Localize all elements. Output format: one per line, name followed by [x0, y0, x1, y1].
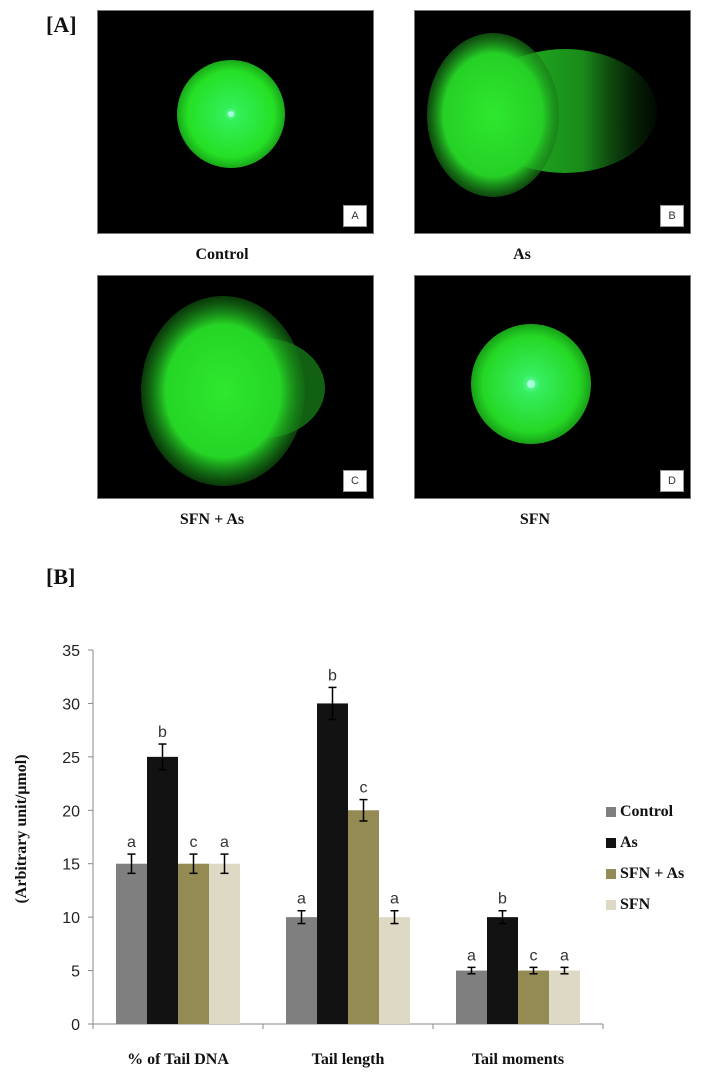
x-category-label: Tail moments: [472, 1051, 564, 1068]
bars: a a a b b b c c c a a a: [116, 667, 580, 1024]
caption-as: As: [513, 246, 531, 263]
x-category-label: % of Tail DNA: [127, 1051, 229, 1068]
legend-label-sfn-as: SFN + As: [620, 864, 685, 882]
bar-sfn: [209, 863, 240, 1024]
y-axis-label: (Arbitrary unit/μmol): [13, 754, 30, 903]
legend-label-as: As: [620, 833, 638, 851]
x-category-label: Tail length: [312, 1051, 385, 1068]
significance-label: a: [560, 947, 569, 964]
y-tick-label: 25: [62, 750, 80, 767]
significance-label: c: [360, 780, 368, 797]
y-tick-label: 35: [62, 643, 80, 660]
panel-letter-a: A: [343, 205, 367, 227]
comet-image-as: B: [414, 10, 691, 234]
y-ticks: 0 5 10 15 20 25 30 35: [62, 643, 93, 1034]
comet-assay-bar-chart: 0 5 10 15 20 25 30 35 % of Tail DNA Tail length T…: [13, 643, 604, 1068]
legend-label-sfn: SFN: [620, 895, 651, 913]
legend-item-control: Control: [606, 796, 684, 827]
y-tick-label: 10: [62, 910, 80, 927]
significance-label: a: [220, 834, 229, 851]
legend-item-as: As: [606, 827, 684, 858]
significance-label: b: [158, 724, 167, 741]
y-tick-label: 0: [71, 1017, 80, 1034]
y-tick-label: 30: [62, 696, 80, 713]
bar-sfn: [379, 917, 410, 1024]
significance-label: a: [297, 891, 306, 908]
bar-sfn-as: [348, 810, 379, 1024]
significance-label: c: [190, 834, 198, 851]
bar-sfn-as: [178, 863, 209, 1024]
bar-control: [456, 970, 487, 1024]
legend-item-sfn-as: SFN + As: [606, 858, 684, 889]
comet-image-sfn-as: C: [97, 275, 374, 499]
y-tick-label: 15: [62, 857, 80, 874]
legend-swatch-control: [606, 806, 616, 817]
significance-label: c: [530, 947, 538, 964]
comet-image-sfn: D: [414, 275, 691, 499]
section-b-label: [B]: [46, 564, 76, 589]
caption-sfn-as: SFN + As: [179, 511, 245, 528]
significance-label: b: [498, 891, 507, 908]
panel-letter-b: B: [660, 205, 684, 227]
bar-sfn-as: [518, 970, 549, 1024]
bar-as: [487, 917, 518, 1024]
significance-label: b: [328, 667, 337, 684]
y-tick-label: 5: [71, 964, 80, 981]
bar-sfn: [549, 970, 580, 1024]
legend-swatch-sfn-as: [606, 868, 616, 879]
caption-sfn: SFN: [519, 511, 551, 528]
comet-image-control: A: [97, 10, 374, 234]
caption-control: Control: [195, 246, 249, 263]
chart-legend: Control As SFN + As SFN: [606, 796, 684, 920]
x-ticks: % of Tail DNA Tail length Tail moments: [92, 1024, 604, 1068]
y-tick-label: 20: [62, 803, 80, 820]
panel-letter-d: D: [660, 470, 684, 492]
bar-as: [317, 703, 348, 1024]
bar-as: [147, 756, 178, 1024]
legend-label-control: Control: [620, 802, 674, 820]
bar-control: [286, 917, 317, 1024]
significance-label: a: [390, 891, 399, 908]
legend-item-sfn: SFN: [606, 889, 684, 920]
legend-swatch-sfn: [606, 899, 616, 910]
significance-label: a: [127, 834, 136, 851]
panel-letter-c: C: [343, 470, 367, 492]
significance-label: a: [467, 947, 476, 964]
section-a-label: [A]: [46, 12, 77, 37]
bar-control: [116, 863, 147, 1024]
legend-swatch-as: [606, 837, 616, 848]
